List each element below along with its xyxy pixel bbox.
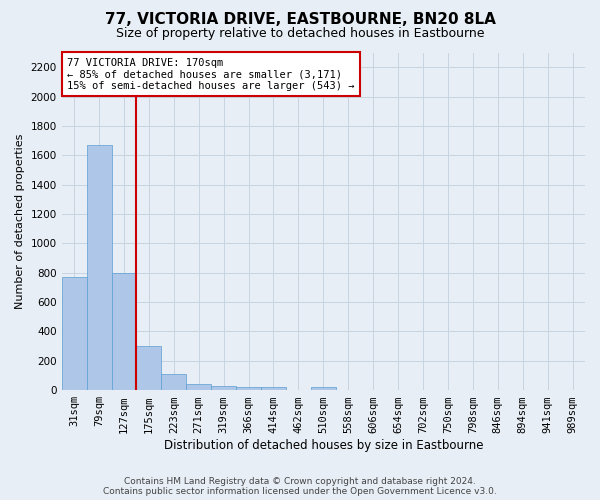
Bar <box>261 387 286 390</box>
X-axis label: Distribution of detached houses by size in Eastbourne: Distribution of detached houses by size … <box>164 440 483 452</box>
Bar <box>161 374 186 390</box>
Bar <box>136 346 161 390</box>
Text: Contains HM Land Registry data © Crown copyright and database right 2024.
Contai: Contains HM Land Registry data © Crown c… <box>103 476 497 496</box>
Bar <box>112 272 136 390</box>
Bar <box>62 277 86 390</box>
Y-axis label: Number of detached properties: Number of detached properties <box>15 134 25 309</box>
Bar <box>86 145 112 390</box>
Text: 77 VICTORIA DRIVE: 170sqm
← 85% of detached houses are smaller (3,171)
15% of se: 77 VICTORIA DRIVE: 170sqm ← 85% of detac… <box>67 58 355 91</box>
Text: 77, VICTORIA DRIVE, EASTBOURNE, BN20 8LA: 77, VICTORIA DRIVE, EASTBOURNE, BN20 8LA <box>104 12 496 28</box>
Bar <box>211 386 236 390</box>
Bar <box>311 388 336 390</box>
Text: Size of property relative to detached houses in Eastbourne: Size of property relative to detached ho… <box>116 28 484 40</box>
Bar <box>236 386 261 390</box>
Bar <box>186 384 211 390</box>
